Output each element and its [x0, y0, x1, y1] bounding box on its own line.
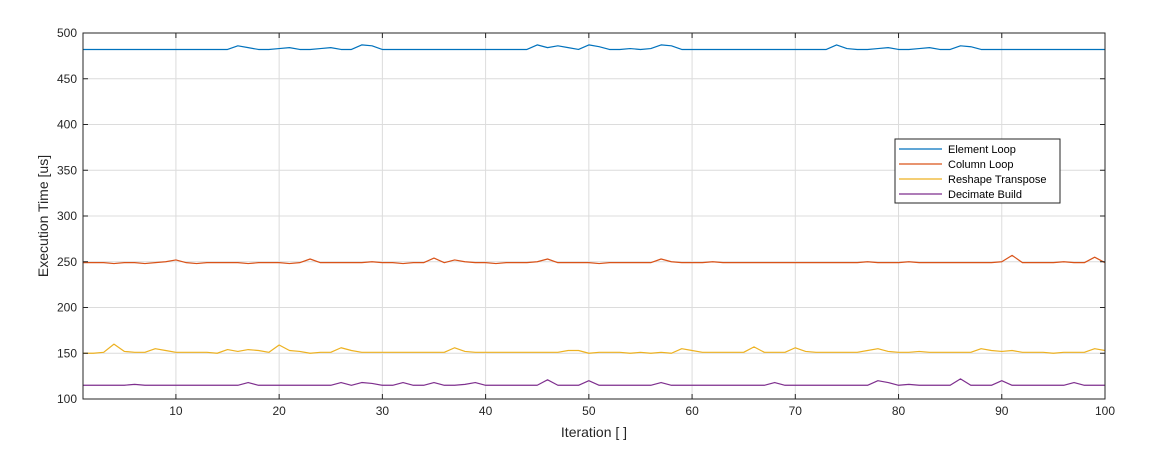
y-tick-label: 100	[57, 392, 77, 406]
legend-box	[894, 138, 1061, 204]
y-tick-label: 300	[57, 209, 77, 223]
x-tick-label: 50	[582, 404, 596, 418]
legend: Element Loop Column Loop Reshape Transpose…	[894, 138, 1061, 204]
y-tick-label: 400	[57, 118, 77, 132]
x-tick-label: 60	[685, 404, 699, 418]
series-line-element-loop	[83, 44, 1105, 51]
y-tick-label: 200	[57, 301, 77, 315]
x-tick-label: 90	[995, 404, 1009, 418]
y-tick-label: 500	[57, 26, 77, 40]
axis-ticks: 10 20 30 40 50 60 70 80 90 100 100 150 200 250 300 350 4…	[57, 26, 1115, 418]
series-lines	[83, 44, 1106, 386]
legend-label-reshape-transpose: Reshape Transpose	[948, 174, 1046, 186]
series-line-decimate-build	[83, 378, 1105, 386]
x-tick-label: 100	[1095, 404, 1115, 418]
y-tick-label: 150	[57, 346, 77, 360]
x-tick-label: 20	[272, 404, 286, 418]
y-axis-title: Execution Time [us]	[35, 155, 51, 277]
x-tick-label: 70	[789, 404, 803, 418]
legend-label-element-loop: Element Loop	[948, 144, 1016, 156]
series-line-column-loop	[83, 254, 1106, 265]
x-axis-title: Iteration [ ]	[561, 424, 627, 440]
x-tick-label: 30	[376, 404, 390, 418]
x-tick-label: 40	[479, 404, 493, 418]
x-tick-label: 10	[169, 404, 183, 418]
x-tick-label: 80	[892, 404, 906, 418]
y-tick-label: 350	[57, 163, 77, 177]
y-tick-label: 250	[57, 255, 77, 269]
legend-label-decimate-build: Decimate Build	[948, 189, 1022, 201]
y-tick-label: 450	[57, 72, 77, 86]
series-line-reshape-transpose	[83, 343, 1106, 354]
legend-label-column-loop: Column Loop	[948, 159, 1013, 171]
